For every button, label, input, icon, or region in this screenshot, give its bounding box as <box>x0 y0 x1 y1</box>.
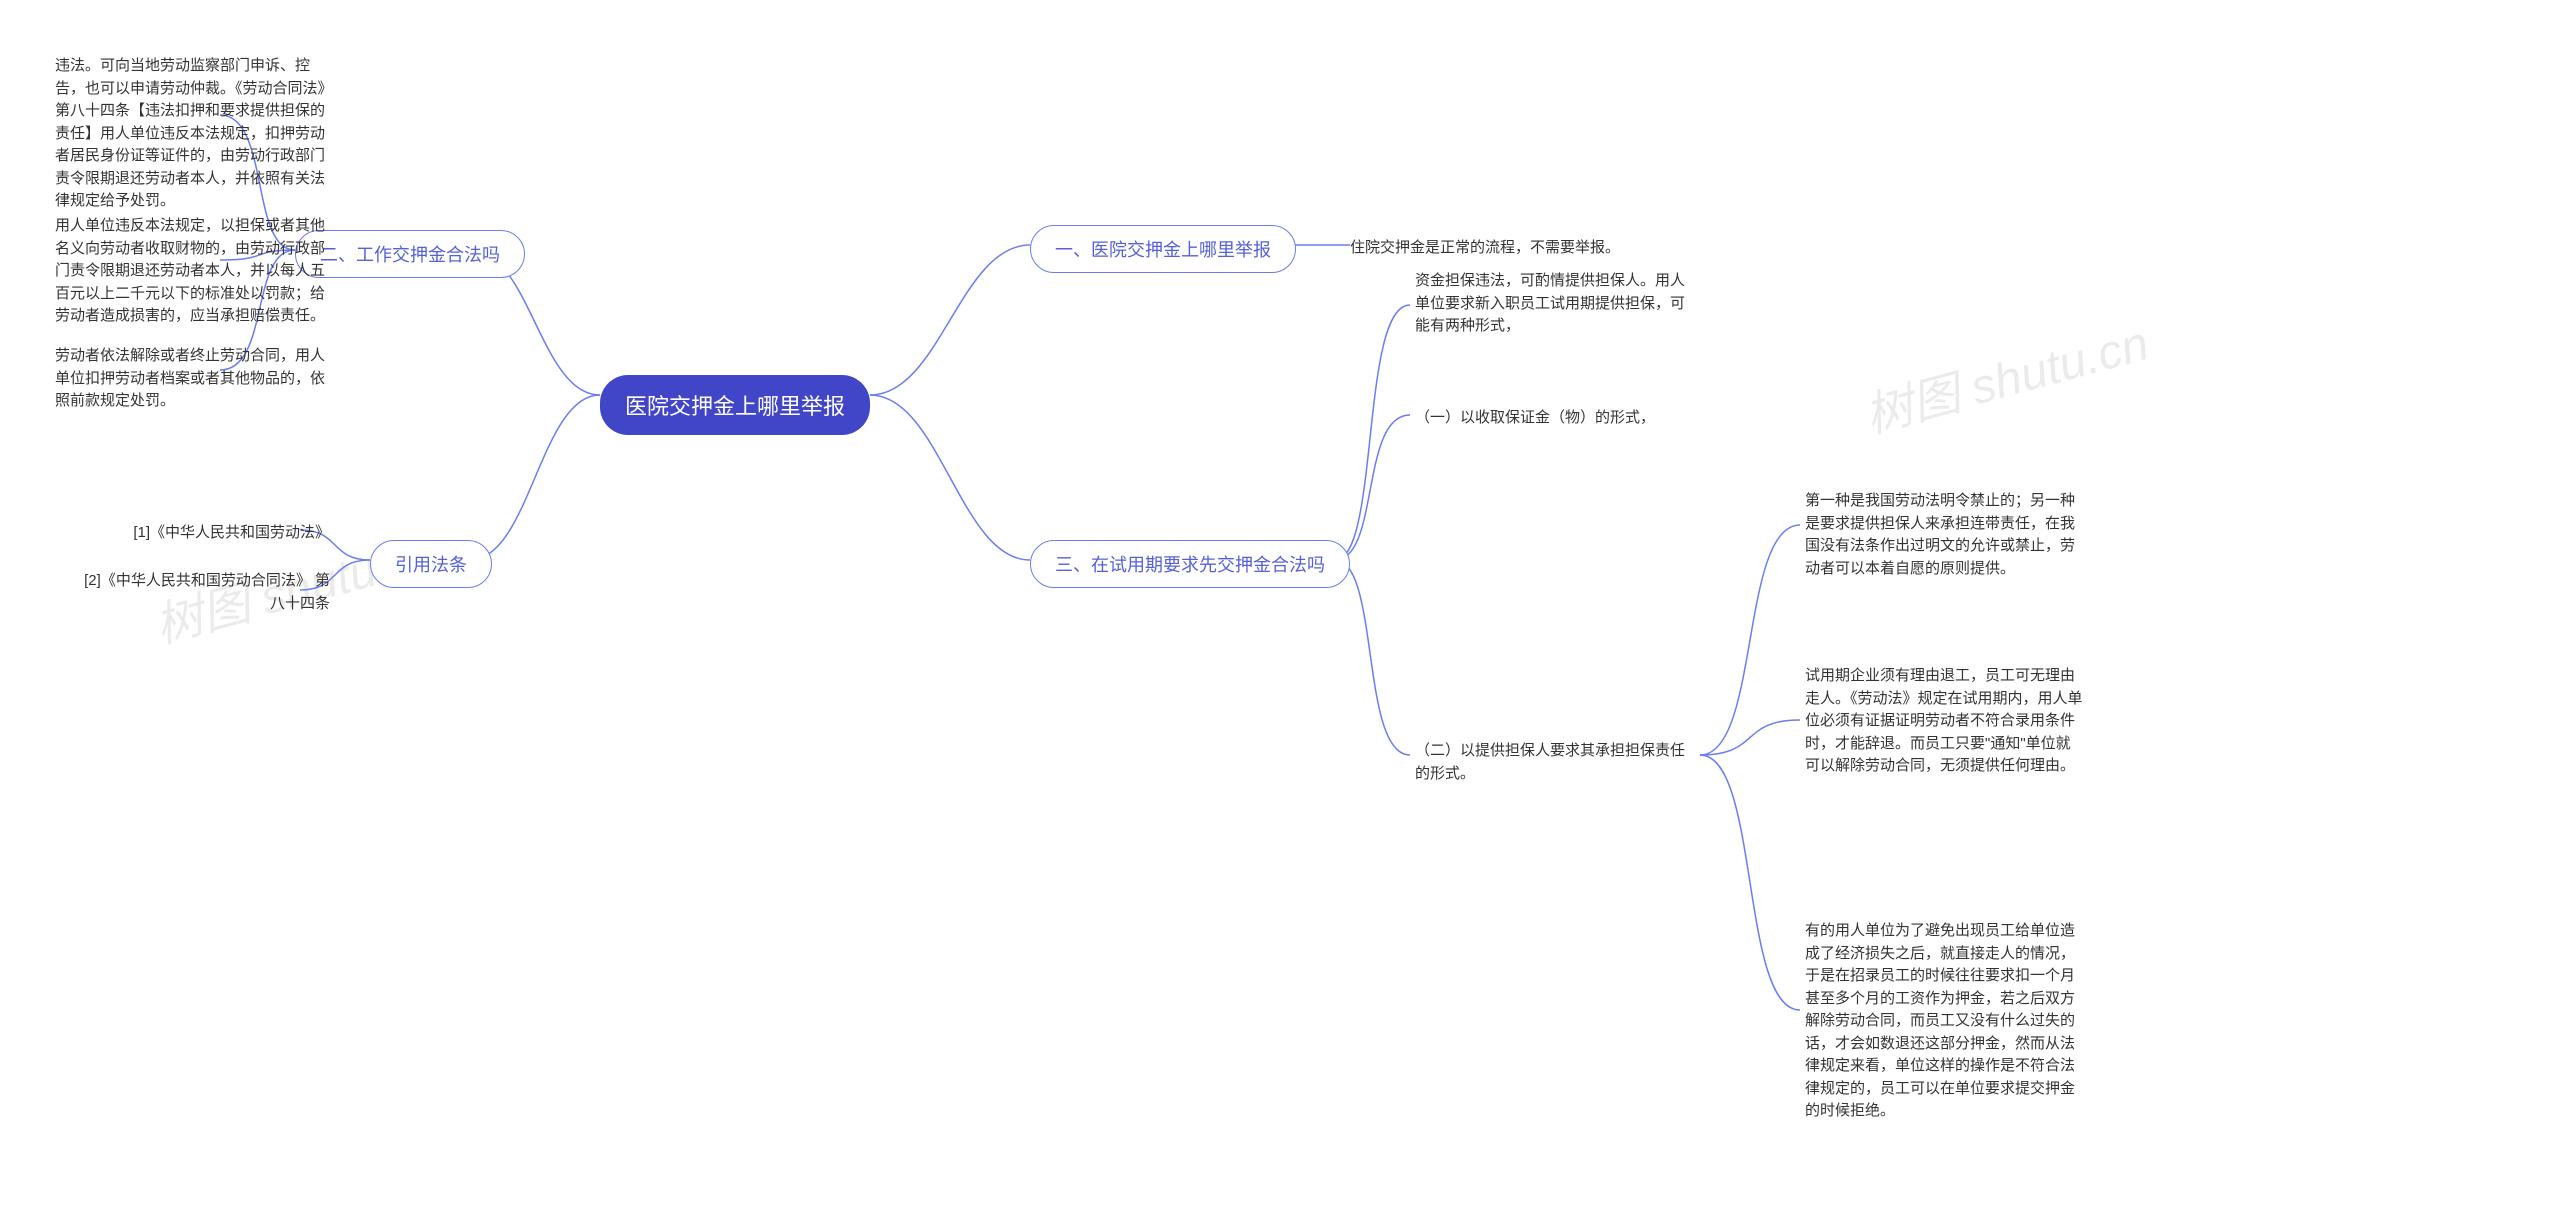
connectors <box>0 0 2560 1215</box>
branch-label: 一、医院交押金上哪里举报 <box>1055 236 1271 262</box>
leaf-text: 用人单位违反本法规定，以担保或者其他名义向劳动者收取财物的，由劳动行政部门责令限… <box>55 215 330 328</box>
branch-node: 三、在试用期要求先交押金合法吗 <box>1030 540 1350 588</box>
branch-label: 二、工作交押金合法吗 <box>320 241 500 267</box>
leaf-text: 试用期企业须有理由退工，员工可无理由走人。《劳动法》规定在试用期内，用人单位必须… <box>1805 665 2085 778</box>
leaf-text: 第一种是我国劳动法明令禁止的；另一种是要求提供担保人来承担连带责任，在我国没有法… <box>1805 490 2085 580</box>
leaf-text: 违法。可向当地劳动监察部门申诉、控告，也可以申请劳动仲裁。《劳动合同法》第八十四… <box>55 55 330 213</box>
root-label: 医院交押金上哪里举报 <box>625 389 845 421</box>
leaf-text: [2]《中华人民共和国劳动合同法》 第八十四条 <box>70 570 330 615</box>
branch-label: 引用法条 <box>395 551 467 577</box>
root-node: 医院交押金上哪里举报 <box>600 375 870 435</box>
leaf-text: （二）以提供担保人要求其承担担保责任的形式。 <box>1415 740 1695 785</box>
leaf-text: 住院交押金是正常的流程，不需要举报。 <box>1350 237 1620 260</box>
leaf-text: 劳动者依法解除或者终止劳动合同，用人单位扣押劳动者档案或者其他物品的，依照前款规… <box>55 345 330 413</box>
leaf-text: 资金担保违法，可酌情提供担保人。用人单位要求新入职员工试用期提供担保，可能有两种… <box>1415 270 1695 338</box>
watermark: 树图 shutu.cn <box>1856 304 2155 447</box>
branch-node: 一、医院交押金上哪里举报 <box>1030 225 1296 273</box>
branch-node: 引用法条 <box>370 540 492 588</box>
leaf-text: （一）以收取保证金（物）的形式， <box>1415 407 1655 430</box>
branch-label: 三、在试用期要求先交押金合法吗 <box>1055 551 1325 577</box>
leaf-text: 有的用人单位为了避免出现员工给单位造成了经济损失之后，就直接走人的情况，于是在招… <box>1805 920 2085 1123</box>
leaf-text: [1]《中华人民共和国劳动法》 <box>130 522 330 545</box>
